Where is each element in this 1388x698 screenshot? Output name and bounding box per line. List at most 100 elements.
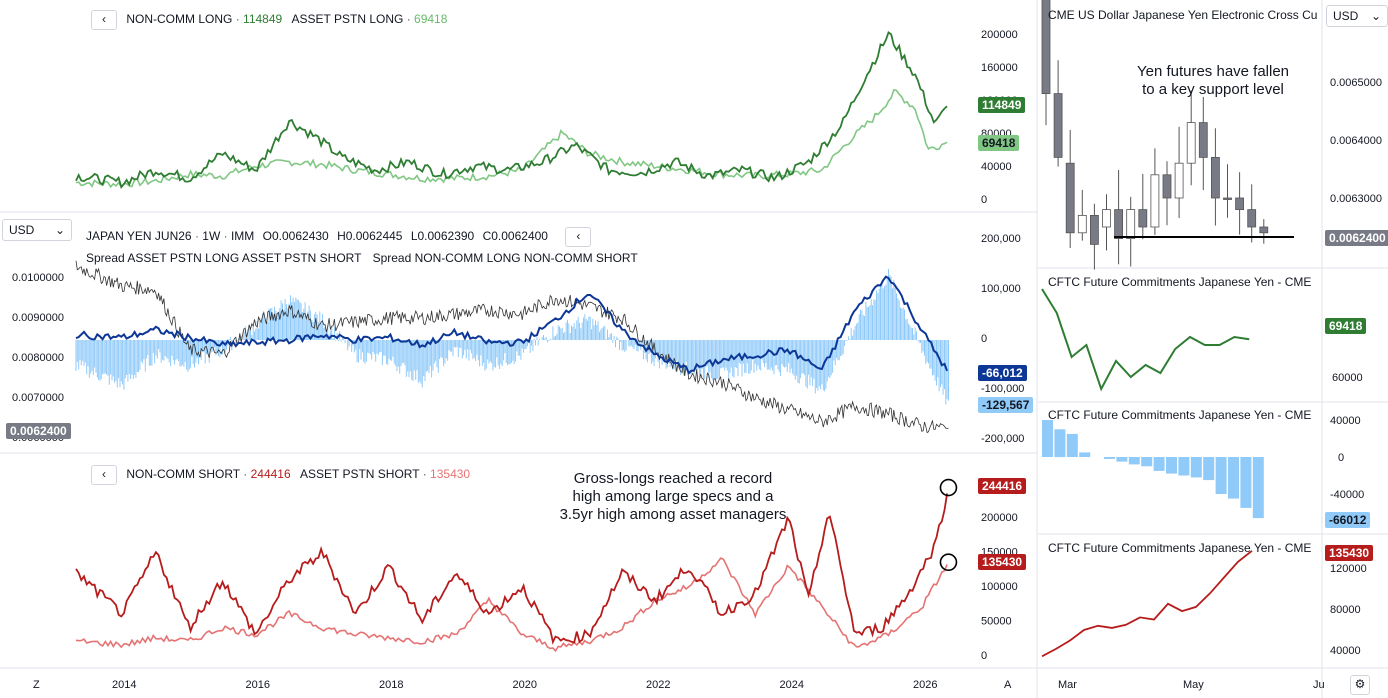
ohlc-value: 0.0062430: [271, 229, 329, 244]
side-panel-title: CFTC Future Commitments Japanese Yen - C…: [1048, 275, 1312, 289]
bottom-legend: ‹ NON-COMM SHORT · 244416 ASSET PSTN SHO…: [91, 465, 470, 485]
candle: [1235, 197, 1245, 211]
candle: [1090, 214, 1099, 245]
collapse-legend-button[interactable]: ‹: [91, 10, 117, 30]
side-panel-title: CME US Dollar Japanese Yen Electronic Cr…: [1048, 8, 1318, 22]
bottom-pane: [75, 478, 958, 653]
spread-legend: Spread ASSET PSTN LONG ASSET PSTN SHORT …: [86, 251, 638, 265]
bar: [1215, 457, 1227, 494]
series-line-japan-yen: [75, 260, 949, 434]
chevron-down-icon: ⌄: [54, 223, 65, 237]
y-tick-label: 80000: [1330, 604, 1361, 616]
ohlc-label: L: [410, 229, 418, 244]
middle-pane: [75, 260, 949, 434]
candle: [1162, 174, 1172, 199]
x-tick-label: 2024: [780, 679, 804, 691]
currency-select-value: USD: [1333, 9, 1359, 23]
price-tag: 135430: [978, 554, 1027, 570]
symbol-header: JAPAN YEN JUN26 · 1W · IMM O0.0062430 H0…: [86, 227, 592, 247]
currency-select[interactable]: USD ⌄: [1326, 5, 1388, 27]
bar: [1228, 457, 1239, 499]
y-tick-label: 40000: [1330, 645, 1361, 657]
x-tick-label: 2020: [513, 679, 537, 691]
highlight-circle: [939, 478, 958, 497]
candle: [1114, 209, 1123, 240]
candle: [1065, 162, 1075, 234]
y-tick-label: 0: [981, 650, 987, 662]
bar: [1190, 457, 1202, 478]
legend-series-value: 69418: [414, 12, 448, 27]
legend-dot: ·: [194, 229, 203, 244]
legend-series-name: NON-COMM SHORT: [126, 467, 240, 482]
legend-series-value: 244416: [250, 467, 291, 482]
y-tick-label: 0.0064000: [1330, 135, 1382, 147]
price-tag: 135430: [1325, 545, 1374, 561]
legend-dot: ·: [406, 12, 415, 27]
axes: 20000016000012000080000400000200,000100,…: [12, 29, 1024, 691]
y-tick-label: 40000: [981, 161, 1012, 173]
y-tick-label: 100000: [981, 581, 1018, 593]
y-tick-label: 0.0065000: [1330, 77, 1382, 89]
y-tick-label: 0.0070000: [12, 392, 64, 404]
legend-series-value: 135430: [430, 467, 471, 482]
bar: [1066, 433, 1078, 457]
candle: [1138, 209, 1148, 228]
interval: 1W: [202, 229, 221, 244]
y-tick-label: 0.0063000: [1330, 193, 1382, 205]
series-line-non-comm-spread: [75, 275, 949, 375]
candle: [1102, 209, 1111, 228]
annotation-line: Gross-longs reached a record: [574, 470, 772, 487]
candle: [1186, 122, 1196, 164]
bar: [1054, 429, 1066, 458]
y-tick-label: 0: [1338, 452, 1344, 464]
top-pane: [75, 30, 948, 189]
symbol-name: JAPAN YEN JUN26: [86, 229, 192, 244]
bar: [1178, 457, 1190, 476]
y-tick-label: 50000: [981, 616, 1012, 628]
y-tick-label: 0.0100000: [12, 272, 64, 284]
side-panel-title: CFTC Future Commitments Japanese Yen - C…: [1048, 541, 1312, 555]
settings-gear-icon[interactable]: ⚙: [1350, 675, 1370, 695]
candle: [1259, 226, 1269, 234]
y-tick-label: -40000: [1330, 489, 1364, 501]
x-tick-label: 2014: [112, 679, 136, 691]
main-chart[interactable]: 20000016000012000080000400000200,000100,…: [0, 0, 1038, 698]
x-tick-label: Mar: [1058, 679, 1077, 691]
legend-dot: ·: [243, 467, 251, 482]
currency-select-value: USD: [9, 223, 35, 237]
bar: [1166, 457, 1177, 474]
collapse-legend-button[interactable]: ‹: [565, 227, 592, 247]
legend-dot: ·: [422, 467, 431, 482]
x-tick-label: 2016: [246, 679, 270, 691]
annotation-line: 3.5yr high among asset managers: [560, 506, 787, 523]
candle: [1210, 156, 1220, 199]
candle: [1077, 214, 1087, 234]
y-tick-label: -100,000: [981, 383, 1024, 395]
y-tick-label: 0.0080000: [12, 352, 64, 364]
ohlc-label: H: [337, 229, 346, 244]
price-tag: 114849: [978, 97, 1026, 113]
series-line-asset-pstn-long: [75, 88, 948, 189]
top-legend: ‹ NON-COMM LONG · 114849 ASSET PSTN LONG…: [91, 10, 447, 30]
candle: [1247, 209, 1257, 228]
legend-series-name: ASSET PSTN LONG: [291, 12, 404, 27]
y-tick-label: 160000: [981, 62, 1018, 74]
candle: [1126, 209, 1136, 240]
currency-select[interactable]: USD ⌄: [2, 219, 72, 241]
series-line-non-comm-short: [75, 493, 948, 645]
x-tick-label: May: [1183, 679, 1204, 691]
series-line: [1041, 550, 1253, 658]
ohlc-value: 0.0062400: [491, 229, 548, 244]
exchange: IMM: [230, 229, 255, 244]
x-tick-label: 2018: [379, 679, 403, 691]
legend-series-value: 114849: [243, 12, 283, 27]
y-tick-label: 0: [981, 194, 987, 206]
price-tag: 0.0062400: [1325, 230, 1388, 246]
bar: [1116, 457, 1128, 462]
y-tick-label: 200,000: [981, 233, 1021, 245]
y-tick-label: -200,000: [981, 433, 1024, 445]
collapse-legend-button[interactable]: ‹: [91, 465, 117, 485]
chevron-down-icon: ⌄: [1370, 9, 1381, 23]
